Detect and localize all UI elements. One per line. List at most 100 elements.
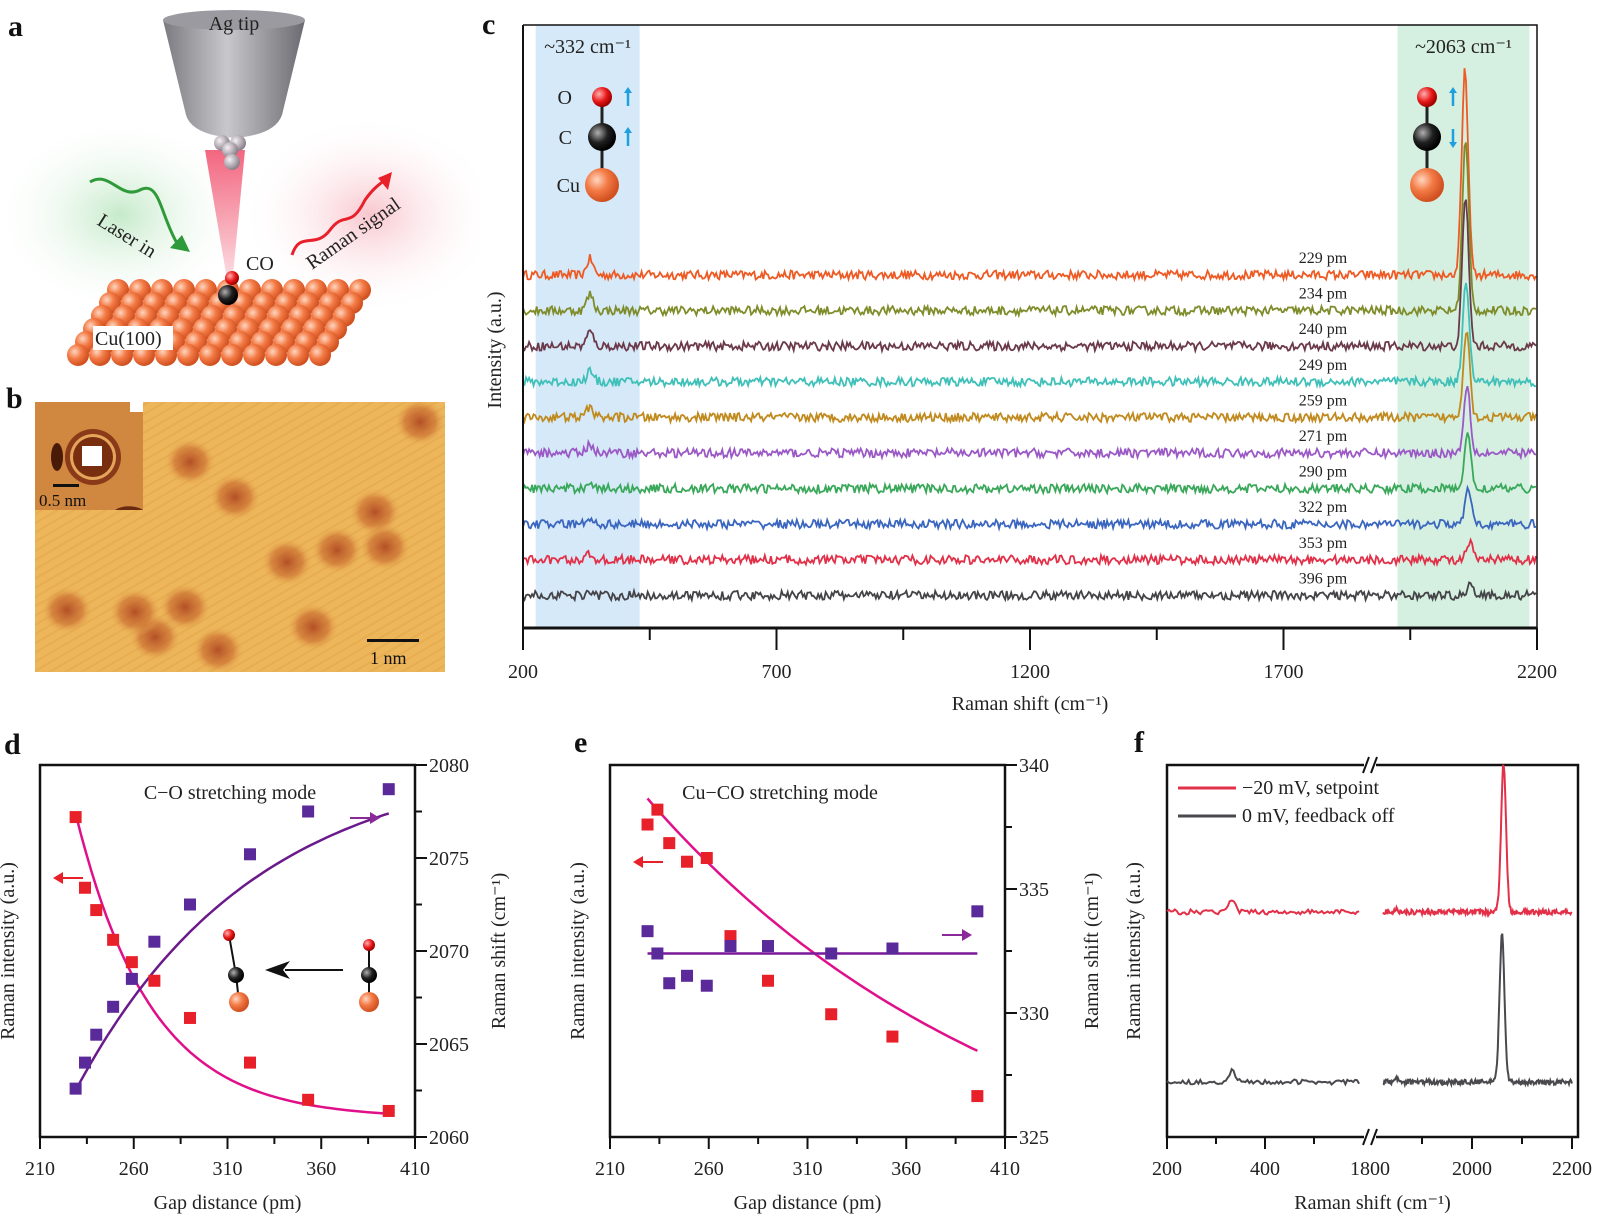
data-point-right xyxy=(125,972,138,985)
carbon-atom-icon xyxy=(588,123,616,151)
left-axis-arrow-head xyxy=(53,872,63,884)
y-right-tick-label: 2065 xyxy=(429,1034,469,1056)
cu-atom xyxy=(177,344,199,366)
y-left-axis-label: Raman intensity (a.u.) xyxy=(0,862,19,1040)
data-point-right xyxy=(244,848,256,861)
data-point-right xyxy=(382,783,395,796)
tilt-arrow-head xyxy=(265,961,290,979)
cu-atom xyxy=(67,344,89,366)
spectrum-label: 353 pm xyxy=(1299,535,1348,552)
surface-label-bg xyxy=(93,326,173,350)
x-tick-label: 1800 xyxy=(1350,1158,1390,1180)
y-right-tick-label: 2060 xyxy=(429,1127,469,1149)
x-tick-label: 210 xyxy=(595,1158,625,1180)
cu-atom xyxy=(221,344,243,366)
fit-curve-right xyxy=(74,812,390,1092)
data-point-right xyxy=(90,1028,103,1041)
copper-atom-icon xyxy=(1410,168,1444,202)
data-point-left xyxy=(724,930,737,943)
right-axis-arrow-head xyxy=(370,812,380,824)
plot-frame xyxy=(38,763,417,1139)
y-left-axis-label: Raman intensity (a.u.) xyxy=(567,862,589,1040)
data-point-left xyxy=(302,1093,315,1106)
cu-atom xyxy=(243,344,265,366)
co-molecule-spots xyxy=(41,402,445,672)
spectrum-line-271pm xyxy=(522,385,1537,461)
panel-e-label: e xyxy=(574,726,588,759)
co-spot xyxy=(394,402,445,446)
x-axis-label: Gap distance (pm) xyxy=(734,1192,882,1214)
legend-label: 0 mV, feedback off xyxy=(1242,805,1395,827)
data-point-right xyxy=(69,1082,82,1095)
x-tick-label: 210 xyxy=(25,1158,55,1180)
co-spot xyxy=(209,473,261,521)
fit-curve-left xyxy=(74,813,389,1115)
copper-atom-icon xyxy=(229,992,249,1012)
spectrum-label: 249 pm xyxy=(1299,357,1348,374)
cu-atom xyxy=(309,344,331,366)
spectrum-line-259pm xyxy=(522,331,1537,426)
x-tick-label: 2000 xyxy=(1452,1158,1492,1180)
co-spot xyxy=(359,523,411,571)
co-spot xyxy=(41,586,93,634)
oxygen-atom-icon xyxy=(1417,87,1437,107)
spectrum-line-240pm xyxy=(522,199,1537,355)
data-point-left xyxy=(107,933,120,946)
data-point-left xyxy=(244,1056,256,1069)
axis-break-gap xyxy=(1364,1133,1376,1141)
co-label: CO xyxy=(246,253,274,275)
co-spot xyxy=(164,438,216,486)
data-point-right xyxy=(886,942,899,955)
x-tick-label: 400 xyxy=(1250,1158,1280,1180)
panel-b-stm-image: 0.5 nm 1 nm xyxy=(35,402,445,672)
x-tick-label: 410 xyxy=(400,1158,430,1180)
data-point-left xyxy=(69,811,82,824)
fit-curve-left xyxy=(646,797,978,1052)
legend-label: −20 mV, setpoint xyxy=(1242,777,1379,799)
chart-c-raman-spectra: ~332 cm⁻¹ ~2063 cm⁻¹ OC Cu 229 pm 234 pm 240 p… xyxy=(484,24,1557,715)
data-point-left xyxy=(148,974,161,987)
spectrum-label: 259 pm xyxy=(1299,392,1348,409)
panel-f-label: f xyxy=(1134,726,1144,759)
x-tick-label: 360 xyxy=(891,1158,921,1180)
chart-d-co-stretch: 210 260 310 360 410 2060 2065 2070 2075 2080 Gap d… xyxy=(0,755,510,1214)
spectrum-line-0 xyxy=(1166,899,1360,916)
data-point-left xyxy=(971,1090,984,1103)
data-point-right xyxy=(700,979,713,992)
atom-label-o: O xyxy=(558,87,572,109)
x-axis-label: Raman shift (cm⁻¹) xyxy=(952,693,1109,715)
inset-scale-label: 0.5 nm xyxy=(39,491,86,510)
data-point-right xyxy=(724,940,737,953)
x-tick-label: 410 xyxy=(990,1158,1020,1180)
oxygen-atom xyxy=(225,271,239,285)
axis-break-mark xyxy=(1370,1128,1378,1146)
axis-break-gap xyxy=(1364,761,1376,769)
data-point-right xyxy=(641,925,654,938)
x-tick-label: 310 xyxy=(793,1158,823,1180)
data-point-left xyxy=(90,904,103,917)
axis-break-mark xyxy=(1362,756,1370,774)
x-tick-label: 200 xyxy=(508,661,538,683)
atom-label-c: C xyxy=(559,127,572,149)
co-spot xyxy=(261,538,313,586)
data-point-left xyxy=(825,1008,838,1021)
atom-label-cu: Cu xyxy=(557,175,580,197)
data-point-left xyxy=(79,881,91,894)
chart-f-bias-comparison: 200 400 1800 2000 2200 Raman shift (cm⁻¹) Rama… xyxy=(1081,756,1592,1214)
chart-title: Cu−CO stretching mode xyxy=(682,782,878,804)
tip-label: Ag tip xyxy=(209,13,260,35)
spectrum-label: 234 pm xyxy=(1299,286,1348,303)
data-point-left xyxy=(651,803,664,816)
data-point-left xyxy=(663,837,676,850)
y-right-tick-label: 330 xyxy=(1019,1003,1049,1025)
spectrum-line-1 xyxy=(1382,933,1573,1089)
data-point-right xyxy=(107,1000,120,1013)
data-point-right xyxy=(681,969,694,982)
spectrum-label: 229 pm xyxy=(1299,250,1348,267)
raman-wave-icon xyxy=(290,178,386,256)
data-point-left xyxy=(886,1030,899,1043)
cu-atom xyxy=(287,344,309,366)
band-label: ~2063 cm⁻¹ xyxy=(1415,36,1512,58)
x-tick-label: 700 xyxy=(762,661,792,683)
data-point-left xyxy=(641,818,654,831)
